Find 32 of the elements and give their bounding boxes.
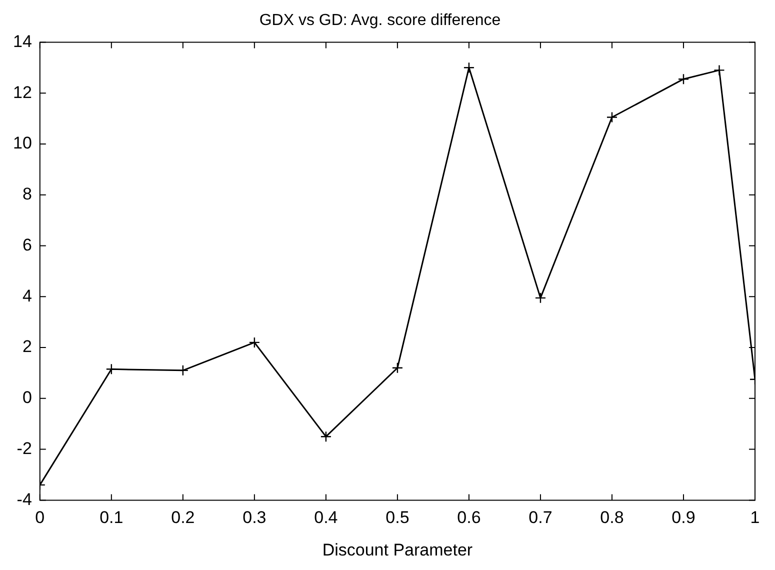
point [177,364,189,376]
chart-title: GDX vs GD: Avg. score difference [259,12,501,30]
point [463,62,475,74]
point [606,112,618,123]
y-tick-label: 6 [22,235,32,254]
y-tick-label: 4 [22,286,32,306]
y-tick-label: 10 [12,134,32,153]
x-tick-label: 0.9 [672,508,696,528]
y-tick-label: 8 [22,184,32,204]
x-tick-label: 0.8 [600,508,624,528]
y-tick-label: 14 [12,32,32,51]
x-tick-label: 0.3 [242,508,266,528]
x-tick-label: 0 [35,508,45,528]
point [678,73,690,85]
x-tick-label: 0.2 [171,508,195,528]
x-axis-title: Discount Parameter [322,540,473,560]
point [320,430,332,442]
y-tick-label: 2 [22,337,32,356]
y-tick-label: 0 [22,388,32,408]
x-tick-label: 0.6 [457,508,481,528]
x-tick-label: 0.5 [386,508,410,528]
y-tick-label: -2 [16,439,32,458]
point [714,64,725,76]
y-tick-label: 12 [12,82,32,102]
x-tick-label: 0.1 [100,508,124,528]
x-tick-label: 0.7 [528,508,552,528]
y-tick-label: -4 [16,490,32,509]
x-tick-label: 1 [750,508,760,528]
point [248,336,260,348]
point [392,362,404,374]
point [534,292,546,304]
x-tick-label: 0.4 [314,508,338,528]
